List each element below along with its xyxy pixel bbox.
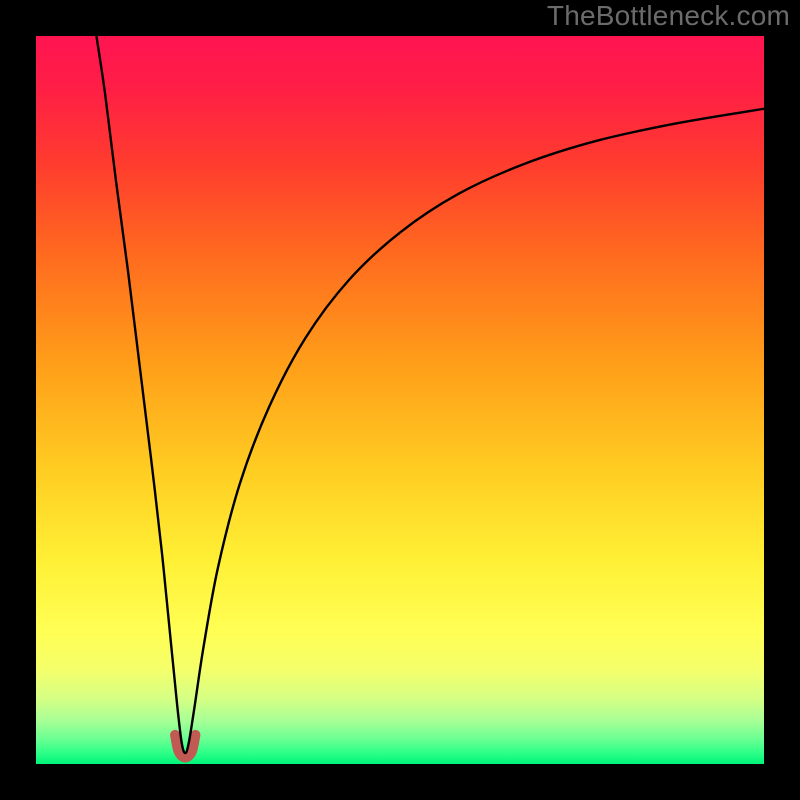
plot-background [36,36,764,764]
chart-stage: TheBottleneck.com [0,0,800,800]
watermark-text: TheBottleneck.com [547,0,790,32]
bottleneck-chart [0,0,800,800]
